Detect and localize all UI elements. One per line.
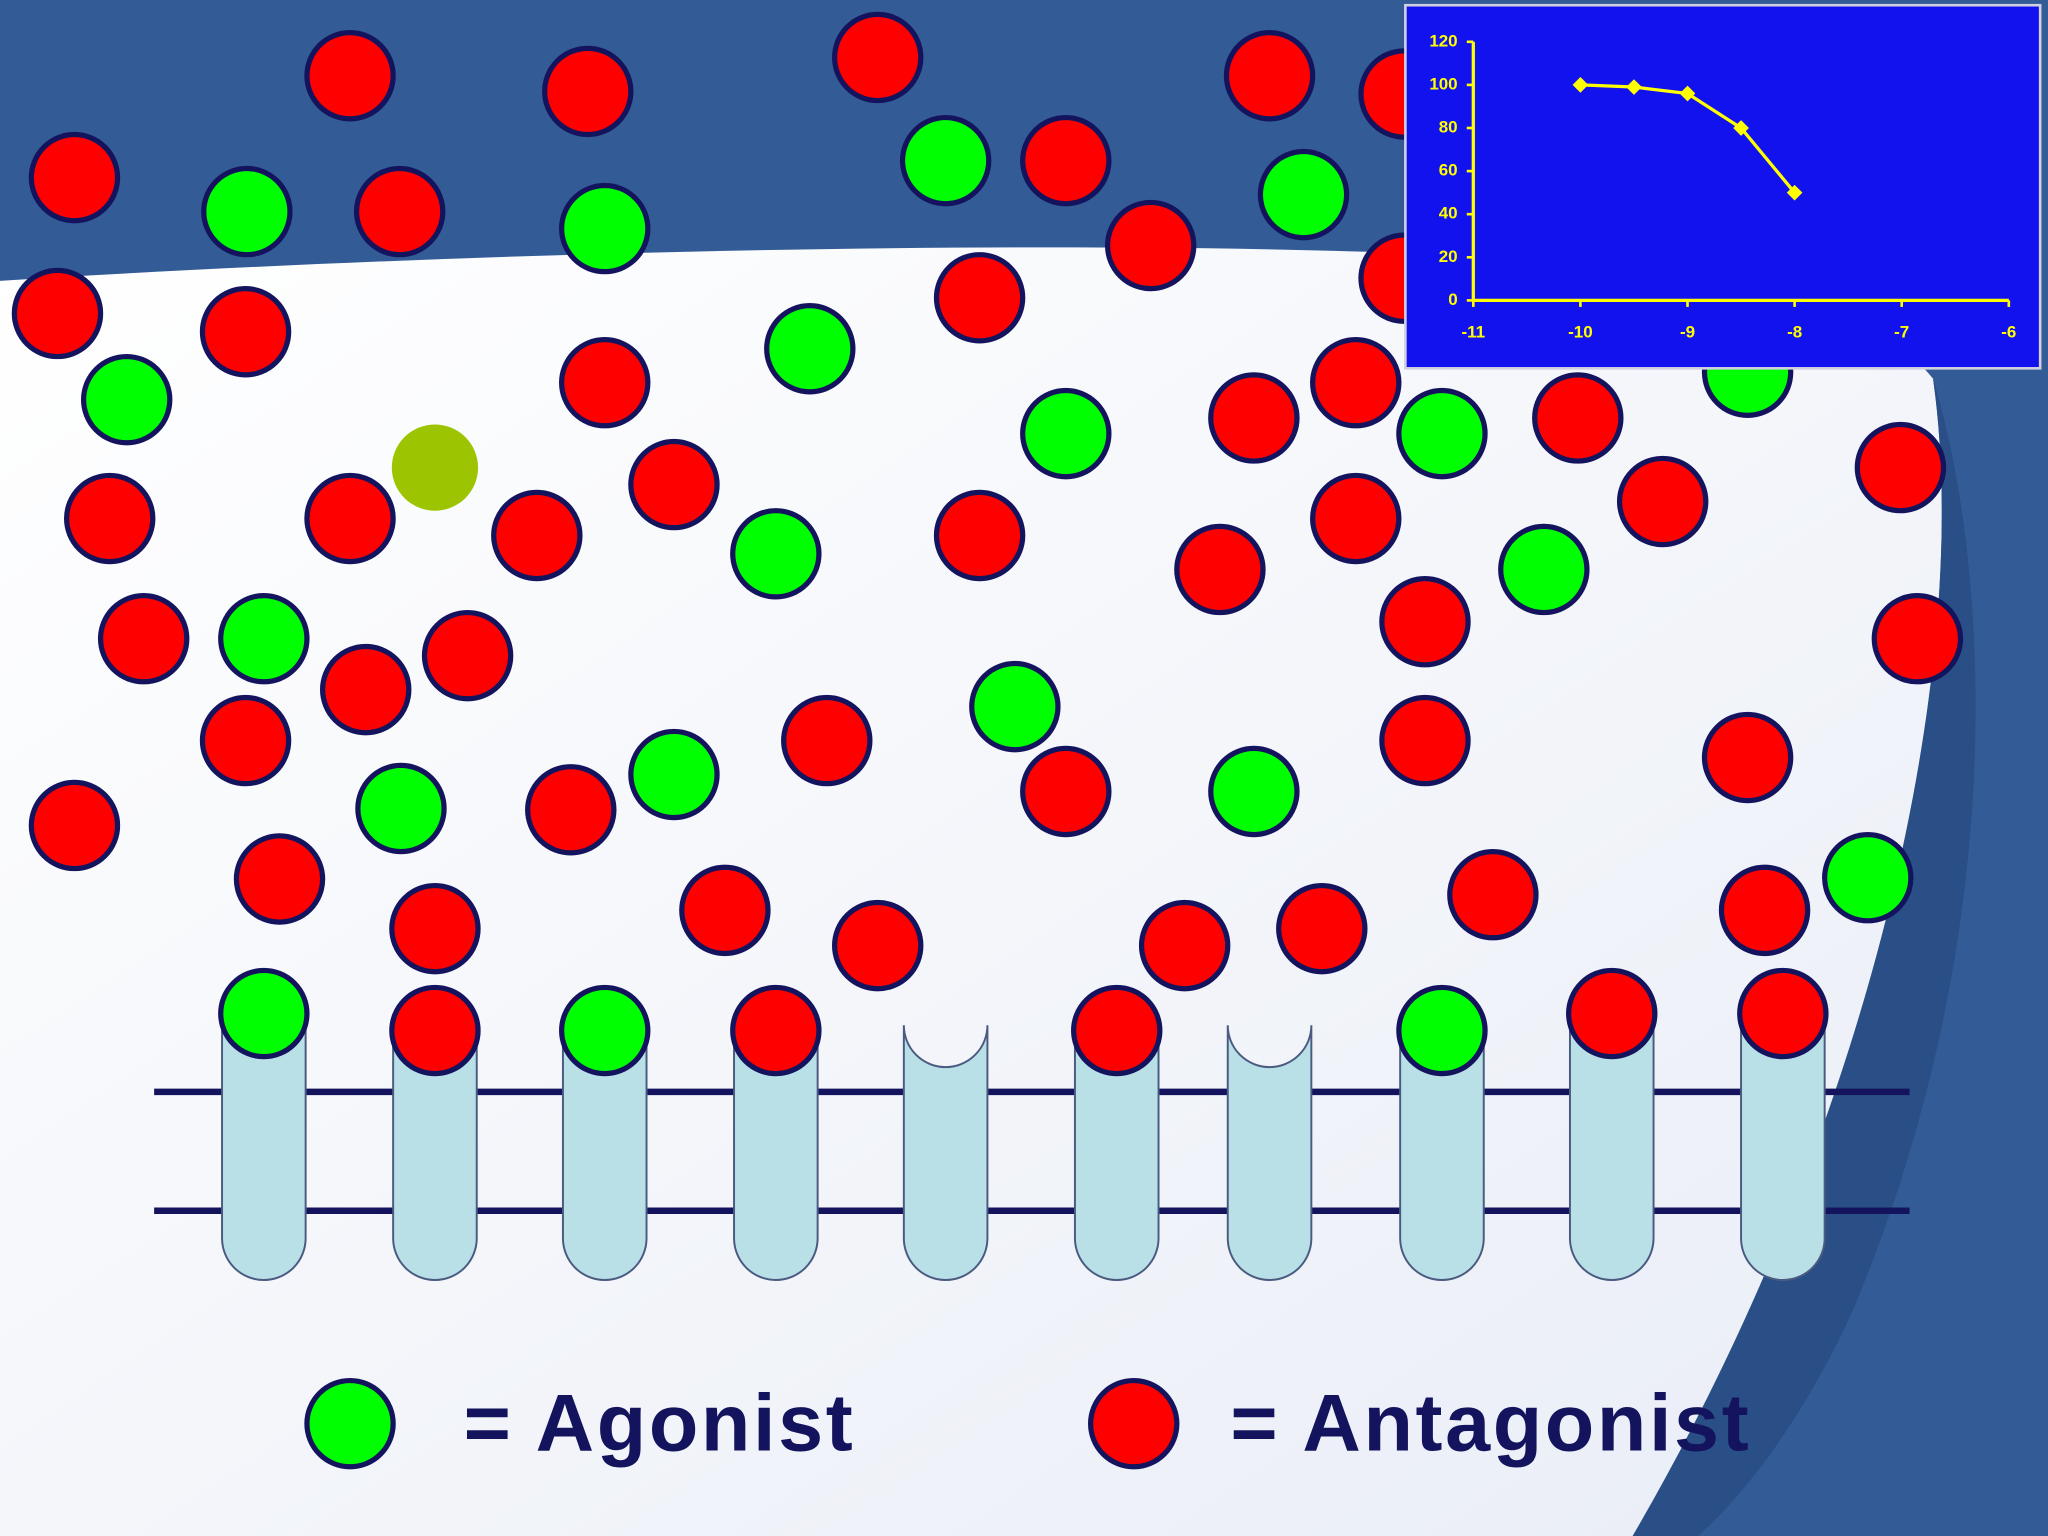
agonist-molecule — [899, 114, 992, 207]
antagonist-molecule — [1276, 882, 1368, 975]
agonist-molecule — [201, 165, 293, 258]
antagonist-molecule — [233, 833, 326, 925]
molecules — [11, 11, 1964, 1281]
agonist-molecule — [764, 303, 856, 395]
agonist-molecule — [628, 728, 720, 821]
antagonist-molecule — [1701, 711, 1794, 804]
receptor — [1226, 1025, 1313, 1281]
antagonist-molecule — [97, 592, 190, 685]
y-tick-label: 20 — [1439, 247, 1458, 266]
antagonist-molecule — [1447, 848, 1539, 941]
agonist-molecule — [355, 762, 447, 855]
x-tick-label: -6 — [2001, 323, 2016, 342]
x-tick-label: -8 — [1787, 323, 1802, 342]
agonist-molecule — [969, 660, 1061, 753]
antagonist-molecule — [389, 984, 481, 1077]
data-point — [1733, 120, 1749, 136]
y-tick-label: 0 — [1448, 290, 1457, 309]
antagonist-molecule — [421, 609, 514, 702]
antagonist-molecule — [730, 984, 822, 1077]
agonist-molecule — [1208, 745, 1300, 838]
antagonist-molecule — [304, 30, 396, 122]
antagonist-molecule — [1071, 984, 1163, 1077]
antagonist-molecule — [1020, 114, 1112, 207]
antagonist-molecule — [781, 694, 873, 787]
antagonist-molecule — [1379, 694, 1471, 787]
antagonist-molecule — [63, 472, 156, 565]
antagonist-molecule — [491, 489, 583, 582]
antagonist-molecule — [1854, 421, 1947, 514]
x-tick-label: -11 — [1462, 323, 1486, 342]
antagonist-molecule — [304, 472, 396, 565]
antagonist-molecule — [1310, 336, 1402, 429]
antagonist-molecule — [353, 165, 446, 258]
antagonist-molecule — [1379, 576, 1471, 668]
agonist-molecule — [80, 353, 173, 446]
antagonist-molecule — [1138, 899, 1231, 992]
y-tick-label: 80 — [1439, 117, 1458, 136]
y-tick-label: 60 — [1439, 161, 1458, 180]
antagonist-molecule — [559, 336, 651, 429]
legend-agonist-swatch — [304, 1377, 396, 1470]
antagonist-molecule — [1174, 523, 1266, 616]
antagonist-molecule — [832, 899, 924, 992]
antagonist-molecule — [1310, 472, 1402, 565]
data-point — [1786, 184, 1803, 201]
antagonist-molecule — [832, 11, 924, 104]
antagonist-molecule — [628, 438, 720, 531]
antagonist-molecule — [199, 694, 292, 787]
antagonist-molecule — [1104, 199, 1197, 292]
antagonist-molecule — [199, 286, 292, 378]
antagonist-molecule — [1566, 967, 1658, 1060]
x-tick-label: -7 — [1894, 323, 1909, 342]
antagonist-molecule — [525, 764, 617, 856]
chart-background — [1404, 3, 2042, 370]
agonist-molecule — [218, 592, 310, 685]
agonist-molecule — [1257, 148, 1350, 241]
y-tick-label: 120 — [1429, 31, 1457, 50]
antagonist-molecule — [542, 45, 634, 138]
agonist-molecule — [1822, 832, 1914, 924]
legend-agonist: = Agonist — [464, 1378, 856, 1468]
antagonist-molecule — [1871, 592, 1964, 685]
antagonist-molecule — [1616, 455, 1709, 548]
agonist-molecule — [730, 508, 822, 600]
x-tick-label: -10 — [1568, 323, 1593, 342]
antagonist-molecule — [1532, 372, 1624, 464]
antagonist-molecule — [28, 131, 121, 224]
agonist-molecule — [559, 984, 651, 1077]
y-tick-label: 40 — [1439, 204, 1458, 223]
antagonist-molecule — [1737, 967, 1829, 1060]
antagonist-molecule — [933, 489, 1026, 582]
agonist-molecule — [1396, 984, 1488, 1077]
agonist-molecule — [559, 182, 651, 275]
data-point — [1572, 77, 1589, 93]
antagonist-molecule — [1718, 864, 1811, 957]
x-tick-label: -9 — [1680, 323, 1695, 342]
antagonist-molecule — [319, 643, 412, 736]
agonist-molecule — [1498, 523, 1590, 616]
data-point — [1679, 85, 1696, 102]
agonist-molecule — [1396, 387, 1488, 480]
side-band — [1632, 378, 1976, 1536]
antagonist-molecule — [1208, 372, 1300, 464]
antagonist-molecule — [11, 267, 104, 360]
inset-chart: 0 20 40 60 80 100 120 -11 -10 -9 -8 -7 -6 — [1404, 3, 2042, 370]
legend-antagonist: = Antagonist — [1230, 1378, 1751, 1468]
highlight-molecule — [391, 424, 479, 511]
agonist-molecule — [1020, 387, 1112, 480]
receptor — [902, 1025, 989, 1281]
antagonist-molecule — [1020, 745, 1112, 838]
antagonist-molecule — [389, 882, 481, 975]
antagonist-molecule — [1223, 30, 1316, 122]
antagonist-molecule — [679, 864, 771, 957]
antagonist-molecule — [933, 252, 1026, 344]
antagonist-molecule — [28, 779, 121, 872]
agonist-molecule — [218, 967, 310, 1060]
legend-antagonist-swatch — [1087, 1377, 1180, 1470]
y-tick-label: 100 — [1429, 74, 1457, 93]
